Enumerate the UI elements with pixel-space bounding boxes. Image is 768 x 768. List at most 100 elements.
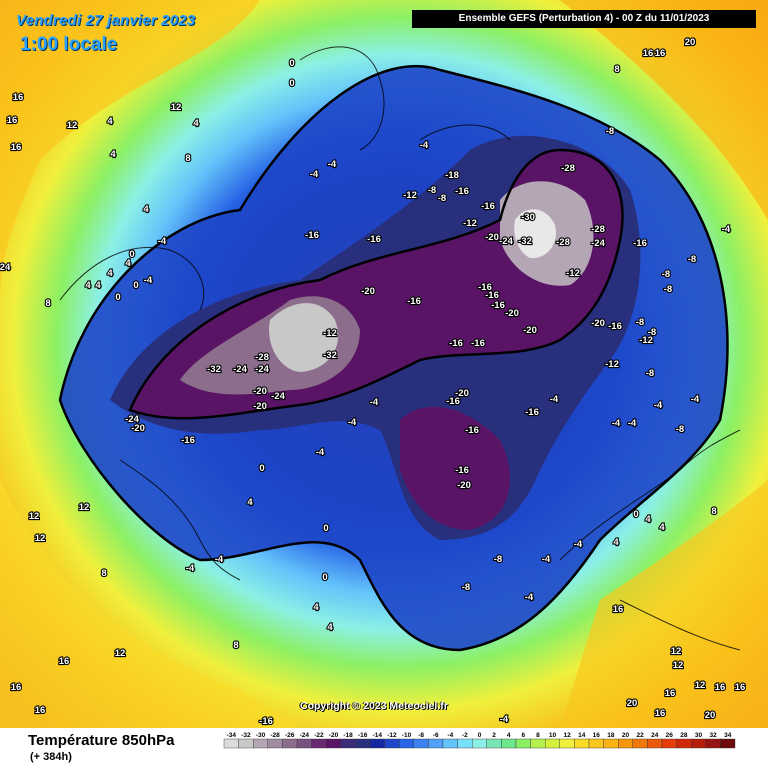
legend-color-swatch xyxy=(530,738,546,749)
legend-color-swatch xyxy=(340,738,356,749)
temperature-map: 16 20 0 0 8 16 16 16 16 16 12 4 4 4 12 8 -4 -8 -4 -4 -28 -12-… xyxy=(0,0,768,728)
contour-label: -8 xyxy=(676,424,684,435)
legend-tick-label: -22 xyxy=(314,732,324,739)
legend-tick-label: 2 xyxy=(492,732,496,739)
legend-color-swatch xyxy=(515,738,531,749)
contour-label: 16 xyxy=(59,656,70,667)
legend-tick-label: -32 xyxy=(241,732,251,739)
contour-label: 16 xyxy=(715,682,726,693)
contour-label: -28 xyxy=(561,163,575,174)
contour-label: -4 xyxy=(186,563,195,574)
legend-color-swatch xyxy=(223,738,239,749)
contour-label: -20 xyxy=(591,318,605,329)
contour-label: 16 xyxy=(655,708,666,719)
contour-label: -24 xyxy=(499,236,513,247)
legend-color-swatch xyxy=(574,738,590,749)
legend-tick-label: -16 xyxy=(358,732,368,739)
contour-lines-thick xyxy=(58,64,729,652)
contour-label: -12 xyxy=(639,335,653,346)
contour-label: -16 xyxy=(181,435,195,446)
parameter-title: Température 850hPa xyxy=(28,732,175,749)
legend-color-swatch xyxy=(267,738,283,749)
contour-label: 0 xyxy=(289,78,294,89)
contour-label: 4 xyxy=(107,116,113,127)
contour-label: -8 xyxy=(646,368,654,379)
lead-time-label: (+ 384h) xyxy=(30,751,72,763)
contour-label: 16 xyxy=(613,604,624,615)
legend-color-swatch xyxy=(428,738,444,749)
contour-label: 4 xyxy=(645,514,651,525)
legend-color-swatch xyxy=(238,738,254,749)
legend-tick-label: -24 xyxy=(300,732,310,739)
legend-color-swatch xyxy=(384,738,400,749)
warm-region-nw xyxy=(0,0,260,300)
legend-color-swatch xyxy=(311,738,327,749)
contour-label: -4 xyxy=(500,714,509,725)
contour-label: -28 xyxy=(591,224,605,235)
legend-color-swatch xyxy=(559,738,575,749)
legend-tick-label: -2 xyxy=(462,732,468,739)
legend-color-swatch xyxy=(282,738,298,749)
contour-label: -24 xyxy=(255,364,269,375)
contour-label: -8 xyxy=(494,554,502,565)
contour-label: -16 xyxy=(305,230,319,241)
contour-label: 4 xyxy=(193,118,199,129)
contour-label: 4 xyxy=(107,268,113,279)
contour-label: 16 xyxy=(643,48,654,59)
coldest-core-west-inner xyxy=(269,303,339,372)
legend-color-swatch xyxy=(676,738,692,749)
contour-label: 8 xyxy=(101,568,106,579)
legend-tick-label: 24 xyxy=(651,732,659,739)
legend-tick-label: 8 xyxy=(536,732,540,739)
legend-tick-label: -26 xyxy=(285,732,295,739)
contour-label: -4 xyxy=(215,554,224,565)
legend-tick-label: -12 xyxy=(387,732,397,739)
contour-label: -20 xyxy=(455,388,469,399)
warm-region-se xyxy=(560,480,768,728)
contour-label: -4 xyxy=(722,224,731,235)
legend-tick-label: 30 xyxy=(695,732,703,739)
legend-tick-label: -6 xyxy=(433,732,439,739)
contour-label: -16 xyxy=(485,290,499,301)
legend-tick-label: -4 xyxy=(447,732,453,739)
contour-label: -4 xyxy=(574,539,583,550)
contour-label: -20 xyxy=(253,401,267,412)
legend-tick-label: 6 xyxy=(521,732,525,739)
contour-label: 20 xyxy=(627,698,638,709)
legend-tick-label: 22 xyxy=(636,732,644,739)
contour-label: 8 xyxy=(185,153,190,164)
contour-label: 12 xyxy=(171,102,182,113)
contour-label: 16 xyxy=(11,142,22,153)
contour-label: -4 xyxy=(348,417,357,428)
contour-label: -28 xyxy=(556,237,570,248)
legend-color-swatch xyxy=(603,738,619,749)
contour-label: -32 xyxy=(323,350,337,361)
legend-color-swatch xyxy=(691,738,707,749)
contour-label: -4 xyxy=(310,169,319,180)
contour-label: 16 xyxy=(13,92,24,103)
legend-tick-label: -30 xyxy=(256,732,266,739)
warm-region-ne xyxy=(560,0,768,220)
legend-color-swatch xyxy=(457,738,473,749)
contour-label: 12 xyxy=(115,648,126,659)
contour-label: -4 xyxy=(316,447,325,458)
contour-label: -24 xyxy=(591,238,605,249)
contour-label: 4 xyxy=(247,497,253,508)
contour-label: -12 xyxy=(403,190,417,201)
contour-label: -8 xyxy=(438,193,446,204)
footer-bar: Température 850hPa (+ 384h) -34 -32 -30 -28… xyxy=(0,728,768,768)
legend-tick-label: -18 xyxy=(343,732,353,739)
contour-label: -12 xyxy=(566,268,580,279)
legend-color-swatch xyxy=(355,738,371,749)
contour-label: -4 xyxy=(654,400,663,411)
valid-time-title: 1:00 locale xyxy=(20,34,118,55)
contour-label: -12 xyxy=(605,359,619,370)
contour-label: 20 xyxy=(705,710,716,721)
contour-label: 12 xyxy=(35,533,46,544)
contour-label: -16 xyxy=(491,300,505,311)
contour-label: 12 xyxy=(671,646,682,657)
contour-label: -8 xyxy=(664,284,672,295)
contour-label: -20 xyxy=(505,308,519,319)
